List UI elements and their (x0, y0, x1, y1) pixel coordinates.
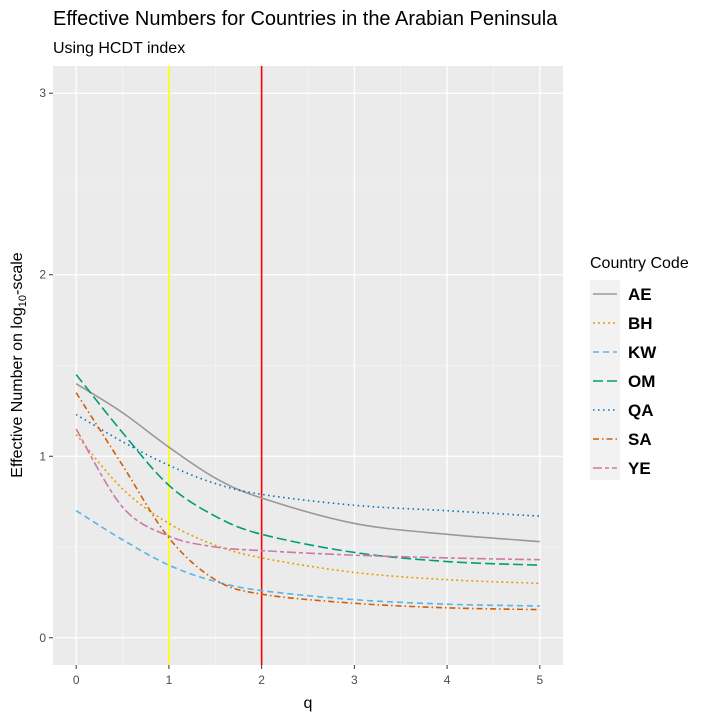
y-axis-title-suffix: -scale (9, 252, 26, 295)
legend-label-ye: YE (628, 459, 651, 478)
series-lines (75, 374, 540, 611)
y-axis-title: Effective Number on log10-scale (9, 252, 29, 478)
x-tick-label: 4 (444, 673, 451, 687)
series-line-qa (75, 413, 540, 517)
chart-title: Effective Numbers for Countries in the A… (53, 8, 558, 30)
legend-label-om: OM (628, 372, 655, 391)
x-tick-label: 2 (258, 673, 265, 687)
series-line-ye (75, 428, 540, 561)
legend-label-qa: QA (628, 401, 654, 420)
y-axis: 0 1 2 3 (39, 86, 53, 645)
y-tick-label: 1 (39, 449, 46, 463)
y-tick-label: 2 (39, 268, 46, 282)
series-line-bh (75, 433, 540, 585)
legend-label-bh: BH (628, 314, 653, 333)
x-tick-label: 1 (166, 673, 173, 687)
y-axis-title-main: Effective Number on log (9, 307, 26, 477)
series-line-om (75, 374, 540, 566)
series-line-ae (75, 382, 540, 543)
x-axis-title: q (304, 695, 313, 712)
legend: Country Code AE BH KW OM QA SA YE (590, 255, 689, 480)
series-line-kw (75, 510, 540, 607)
chart-subtitle: Using HCDT index (53, 40, 185, 57)
x-tick-label: 0 (73, 673, 80, 687)
legend-label-ae: AE (628, 285, 652, 304)
y-tick-label: 0 (39, 631, 46, 645)
x-tick-label: 3 (351, 673, 358, 687)
legend-label-sa: SA (628, 430, 652, 449)
legend-key-background (590, 280, 620, 480)
grid-minor (53, 66, 563, 665)
x-tick-label: 5 (536, 673, 543, 687)
x-axis: 0 1 2 3 4 5 (73, 665, 543, 687)
reference-lines (168, 66, 263, 665)
legend-title: Country Code (590, 255, 689, 272)
y-tick-label: 3 (39, 86, 46, 100)
y-axis-title-subscript: 10 (17, 295, 29, 307)
legend-label-kw: KW (628, 343, 657, 362)
